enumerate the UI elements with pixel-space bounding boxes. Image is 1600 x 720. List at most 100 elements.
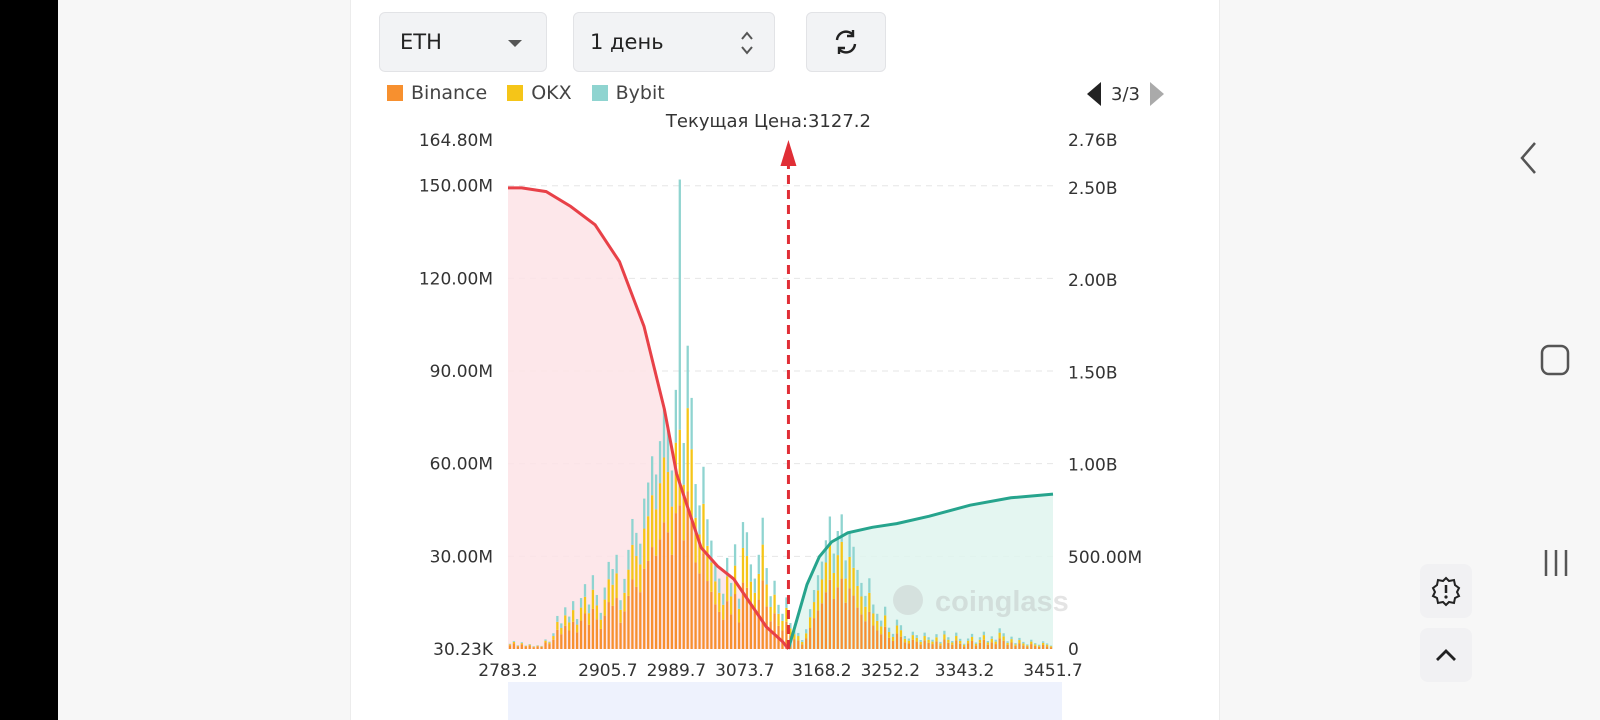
bar-bybit	[773, 580, 776, 595]
bar-bybit	[805, 629, 808, 634]
bar-bybit	[785, 597, 788, 608]
bar-binance	[520, 644, 523, 649]
scroll-top-button[interactable]	[1420, 628, 1472, 682]
bar-binance	[785, 621, 788, 649]
bar-okx	[572, 610, 575, 622]
bar-binance	[694, 562, 697, 649]
bar-bybit	[1014, 643, 1017, 645]
bar-bybit	[887, 627, 891, 633]
chart-card: ETH 1 день Binance OKX Bybit	[350, 0, 1220, 720]
bar-okx	[773, 594, 776, 614]
cumulative-short-line	[508, 186, 790, 650]
bar-okx	[619, 609, 622, 623]
bar-okx	[1002, 636, 1005, 641]
bar-binance	[982, 639, 986, 649]
y-left-tick: 164.80M	[419, 131, 493, 151]
bar-binance	[955, 640, 958, 649]
bar-binance	[579, 620, 583, 649]
bar-okx	[516, 645, 520, 647]
bar-bybit	[820, 561, 824, 580]
bar-bybit	[935, 634, 938, 638]
bar-binance	[860, 614, 863, 649]
bar-okx	[959, 640, 962, 644]
bar-bybit	[556, 615, 559, 622]
bar-bybit	[797, 632, 800, 637]
legend-item-bybit[interactable]: Bybit	[591, 82, 665, 104]
bar-okx	[828, 543, 832, 580]
bar-okx	[935, 637, 938, 642]
bar-binance	[552, 639, 555, 649]
bar-binance	[524, 646, 527, 649]
bar-binance	[824, 592, 828, 649]
bar-okx	[579, 607, 583, 621]
period-select-value: 1 день	[590, 30, 664, 54]
bar-okx	[682, 484, 685, 541]
bar-bybit	[1030, 639, 1033, 642]
bar-okx	[860, 596, 863, 615]
period-select[interactable]: 1 день	[573, 12, 775, 72]
bar-bybit	[1034, 643, 1037, 645]
bar-okx	[789, 628, 792, 636]
bar-okx	[651, 495, 654, 548]
bar-binance	[895, 633, 899, 649]
bar-bybit	[868, 578, 871, 593]
bar-bybit	[722, 593, 725, 605]
bar-bybit	[1018, 637, 1021, 641]
bar-bybit	[686, 345, 689, 409]
bar-binance	[986, 644, 989, 649]
bar-okx	[654, 509, 658, 556]
bar-binance	[951, 644, 954, 649]
legend-item-okx[interactable]: OKX	[507, 82, 572, 104]
bar-okx	[722, 604, 725, 620]
bar-binance	[864, 621, 867, 649]
liquidation-chart: coinglass Текущая Цена:3127.2 164.80M 150…	[419, 111, 1142, 720]
bar-binance	[528, 645, 531, 649]
coin-select[interactable]: ETH	[379, 12, 547, 72]
bar-binance	[623, 611, 626, 649]
bar-binance	[769, 621, 772, 649]
bar-binance	[891, 640, 895, 649]
refresh-button[interactable]	[806, 12, 886, 72]
bar-bybit	[619, 600, 622, 610]
bar-okx	[931, 641, 934, 645]
bar-bybit	[970, 633, 974, 637]
bar-binance	[544, 642, 547, 649]
legend-swatch-binance	[387, 85, 403, 101]
range-slider[interactable]	[508, 682, 1062, 720]
bar-okx	[686, 408, 689, 492]
bar-okx	[970, 636, 974, 641]
bar-binance	[915, 641, 918, 649]
bar-bybit	[982, 631, 986, 636]
y-right-tick: 1.50B	[1068, 363, 1118, 383]
bar-okx	[544, 640, 547, 643]
back-chevron-icon[interactable]	[1518, 140, 1540, 176]
bar-okx	[548, 642, 551, 645]
bar-binance	[690, 517, 693, 649]
bar-binance	[832, 598, 835, 649]
bar-bybit	[939, 641, 942, 644]
bar-okx	[765, 584, 768, 607]
pager-prev-icon[interactable]	[1087, 82, 1101, 106]
bar-binance	[884, 626, 887, 649]
bar-binance	[532, 647, 535, 649]
current-price-label: Текущая Цена:3127.2	[665, 111, 871, 132]
home-square-icon[interactable]	[1540, 344, 1570, 376]
feedback-button[interactable]	[1420, 564, 1472, 618]
bar-okx	[769, 607, 772, 622]
pager-text: 3/3	[1111, 83, 1140, 105]
recents-icon[interactable]	[1542, 548, 1572, 578]
bar-binance	[706, 581, 709, 649]
bar-okx	[639, 564, 642, 593]
bar-binance	[1041, 644, 1045, 649]
bar-okx	[852, 567, 855, 596]
bar-binance	[939, 645, 942, 649]
pager-next-icon[interactable]	[1149, 82, 1164, 106]
bar-binance	[682, 540, 685, 649]
bar-bybit	[745, 532, 749, 557]
legend-item-binance[interactable]: Binance	[387, 82, 487, 104]
bar-okx	[564, 615, 567, 626]
bar-bybit	[1002, 633, 1005, 637]
bar-bybit	[816, 575, 820, 591]
bar-okx	[927, 639, 930, 643]
bar-okx	[880, 626, 883, 635]
